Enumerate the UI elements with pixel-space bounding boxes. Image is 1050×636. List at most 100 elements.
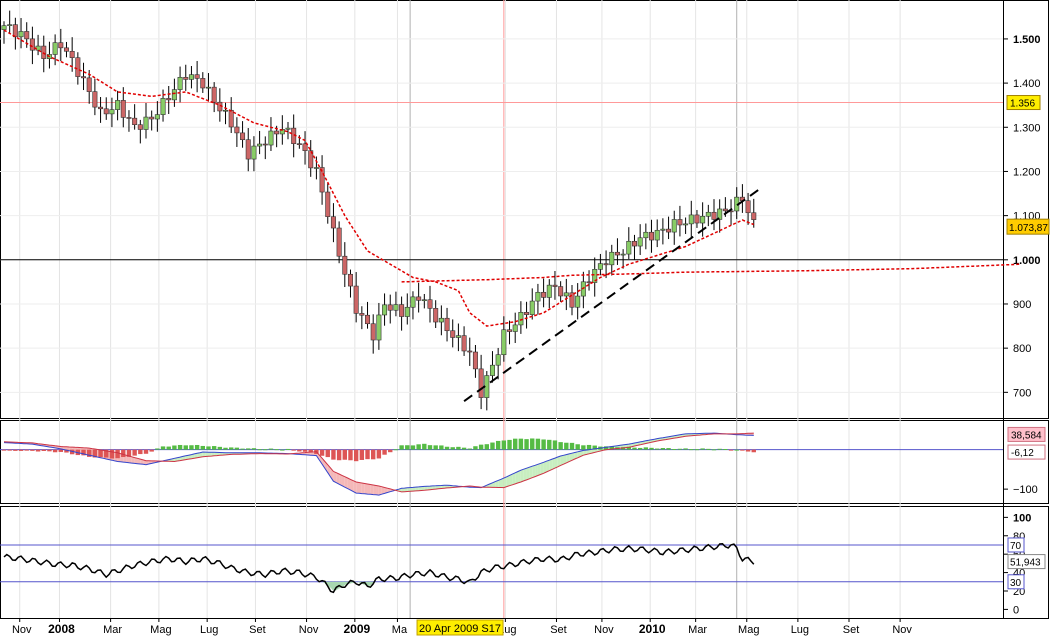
macd-fill (137, 458, 141, 465)
macd-hist-bar (246, 448, 251, 450)
candle-body (7, 24, 13, 26)
candle-body (143, 116, 149, 130)
macd-hist-bar (376, 449, 382, 459)
macd-hist-bar (473, 446, 478, 450)
candle-body (711, 211, 717, 220)
macd-hist-bar (41, 449, 46, 451)
macd-hist-bar (138, 449, 143, 455)
candle-body (512, 324, 518, 332)
macd-hist-bar (461, 447, 467, 450)
macd-hist-bar (711, 449, 717, 451)
x-tick-label: 2010 (639, 622, 666, 636)
macd-hist-bar (325, 449, 330, 458)
macd-fill (424, 486, 428, 491)
macd-fill (438, 485, 442, 489)
rsi-oversold-fill (357, 581, 360, 583)
candle-body (336, 227, 342, 257)
rsi-oversold-fill (344, 581, 347, 585)
candle-body (154, 114, 160, 120)
macd-fill (532, 465, 536, 478)
macd-fill (509, 474, 513, 486)
macd-hist-bar (30, 449, 35, 451)
macd-hist-bar (530, 438, 535, 450)
macd-fill (557, 455, 561, 467)
macd-hist-bar (677, 448, 683, 450)
macd-hist-bar (35, 449, 41, 452)
macd-hist-bar (689, 449, 694, 451)
macd-fill (495, 480, 499, 488)
macd-hist-bar (569, 442, 575, 450)
candle-body (98, 106, 104, 110)
rsi-band-label-0: 70 (1010, 541, 1022, 552)
x-tick-label: Nov (892, 624, 912, 636)
macd-fill (333, 471, 337, 483)
macd-fill (341, 475, 345, 488)
candle-body (285, 127, 291, 130)
macd-hist-bar (416, 444, 421, 450)
macd-hist-bar (69, 449, 75, 455)
candle-body (507, 329, 513, 332)
macd-fill (182, 455, 186, 461)
macd-fill (336, 472, 340, 485)
macd-fill (589, 449, 592, 454)
candle-body (376, 314, 382, 341)
candle-body (132, 117, 138, 126)
candle-body (444, 317, 450, 332)
macd-hist-bar (660, 448, 666, 450)
macd-hist-bar (365, 449, 370, 460)
macd-hist-bar (52, 449, 58, 453)
macd-fill (503, 476, 507, 488)
macd-hist-bar (200, 445, 205, 450)
price-tick-label: 1.500 (1013, 34, 1041, 46)
candle-body (671, 219, 677, 233)
candle-body (52, 42, 58, 55)
macd-hist-bar (643, 447, 649, 450)
candle-body (103, 108, 109, 115)
rsi-oversold-fill (339, 581, 342, 588)
candle-body (399, 304, 405, 317)
macd-hist-bar (121, 449, 126, 458)
candle-body (688, 214, 694, 225)
candle-body (313, 167, 319, 169)
candle-body (325, 191, 331, 217)
candle-body (137, 124, 143, 130)
macd-hist-bar (342, 449, 347, 460)
rsi-oversold-fill (367, 581, 370, 587)
macd-hist-bar (223, 447, 228, 450)
macd-fill (540, 462, 544, 475)
macd-hist-bar (456, 446, 461, 450)
macd-value-label-0: 38,584 (1011, 430, 1042, 441)
macd-hist-bar (388, 449, 393, 453)
macd-hist-bar (518, 438, 524, 450)
candle-body (319, 167, 325, 193)
macd-hist-bar (444, 446, 450, 450)
x-tick-label: Mag (150, 624, 171, 636)
macd-fill (554, 457, 558, 469)
macd-hist-bar (399, 445, 404, 450)
macd-hist-bar (268, 448, 274, 450)
candle-body (370, 323, 376, 341)
macd-fill (501, 478, 504, 488)
candle-body (597, 263, 603, 270)
candle-body (342, 255, 348, 275)
candle-body (660, 228, 666, 231)
x-tick-label: Nov (299, 624, 319, 636)
macd-hist-bar (211, 446, 217, 450)
last-price-label: 1.073,87 (1009, 223, 1048, 234)
macd-hist-bar (47, 449, 52, 452)
macd-hist-bar (166, 446, 171, 450)
rsi-band-tag-0 (1007, 537, 1025, 553)
candle-body (410, 296, 416, 308)
macd-fill (401, 488, 405, 492)
macd-hist-bar (98, 449, 103, 458)
macd-line (3, 432, 754, 496)
rsi-value-tag (1007, 554, 1046, 570)
rsi-oversold-fill (343, 581, 346, 586)
macd-hist-bar (427, 445, 433, 450)
macd-hist-bar (308, 449, 313, 453)
rsi-oversold-fill (327, 581, 330, 587)
macd-hist-bar (353, 449, 359, 462)
macd-hist-bar (104, 449, 109, 458)
candle-body (223, 109, 229, 112)
macd-hist-bar (666, 448, 671, 450)
